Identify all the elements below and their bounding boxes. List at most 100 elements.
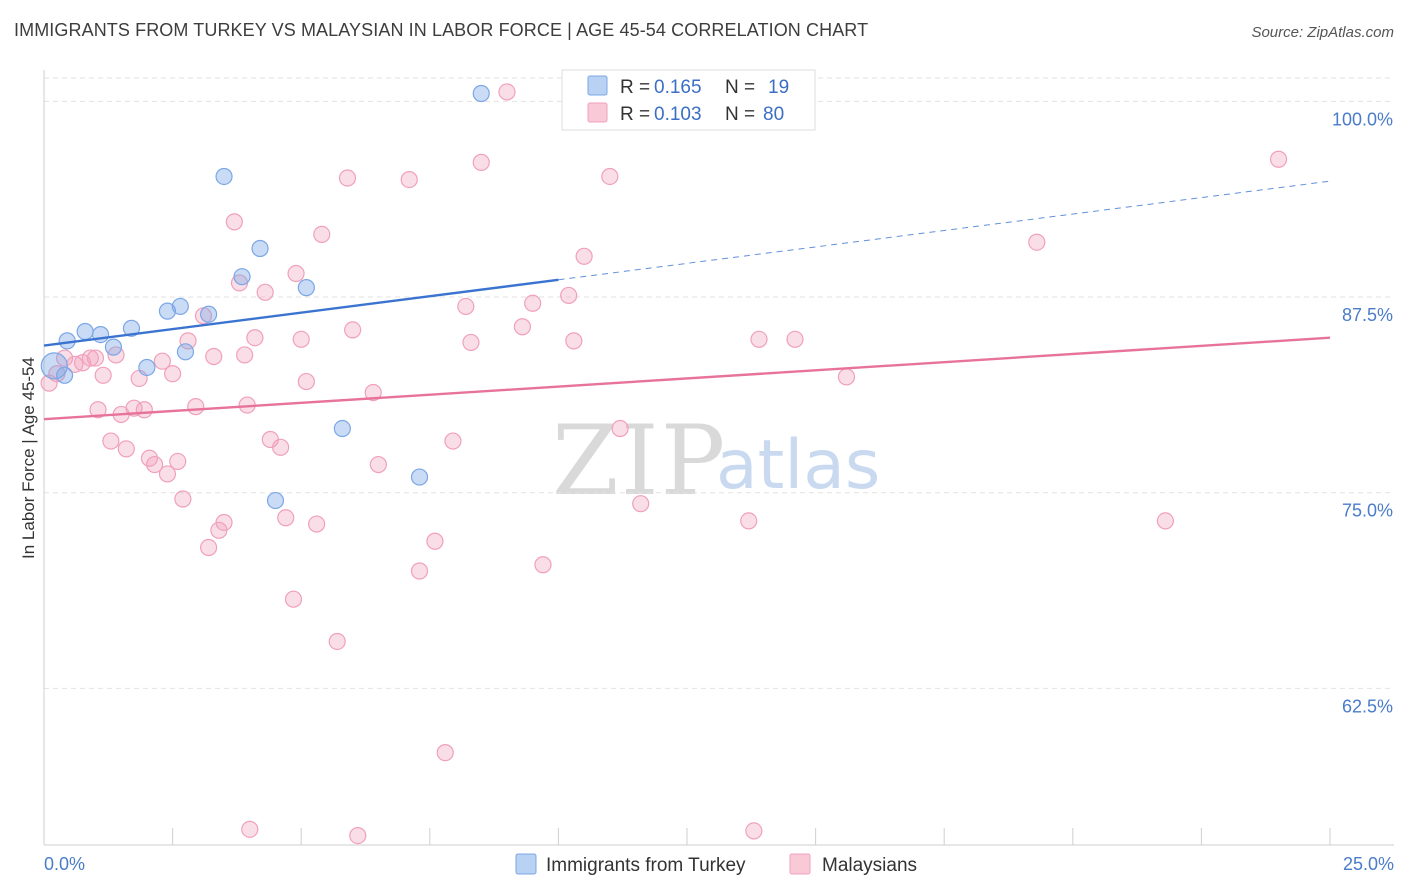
malaysian-point: [256, 283, 274, 301]
stats-n-value-malaysian: 80: [763, 104, 784, 125]
stats-r-value-turkey: 0.165: [654, 77, 702, 98]
malaysian-point: [364, 383, 382, 402]
legend-label-malaysian: Malaysians: [822, 855, 917, 876]
malaysian-point: [236, 346, 254, 364]
bottom-legend: Immigrants from Turkey Malaysians: [515, 853, 917, 876]
malaysian-point: [328, 632, 346, 651]
turkey-point: [200, 305, 218, 323]
malaysian-point: [308, 515, 326, 533]
malaysian-point: [410, 562, 429, 580]
malaysian-point: [740, 512, 758, 530]
malaysian-point: [205, 347, 223, 366]
source-label: Source: ZipAtlas.com: [1251, 24, 1394, 41]
malaysian-point: [632, 495, 650, 513]
legend-swatch-malaysian: [789, 853, 811, 875]
malaysian-point: [472, 153, 490, 171]
turkey-point: [76, 322, 94, 341]
x-axis-ticks: [43, 828, 1331, 845]
malaysian-point: [786, 330, 804, 348]
malaysian-point: [158, 465, 177, 483]
malaysian-point: [426, 532, 444, 550]
gridlines: [44, 77, 1394, 689]
turkey-point: [104, 338, 123, 356]
turkey-points: [40, 84, 490, 510]
malaysian-point: [338, 169, 357, 187]
malaysian-point: [297, 372, 315, 391]
malaysian-point: [241, 820, 259, 838]
malaysian-point: [513, 318, 531, 336]
malaysian-point: [94, 366, 112, 384]
stats-legend: R = 0.165 N = 19 R = 0.103 N = 80: [561, 69, 816, 131]
malaysian-point: [179, 332, 197, 350]
legend-label-turkey: Immigrants from Turkey: [546, 855, 746, 876]
malaysian-point: [369, 455, 387, 474]
y-tick-label: 75.0%: [1342, 501, 1393, 521]
y-tick-label: 87.5%: [1342, 305, 1393, 325]
turkey-point: [122, 319, 141, 337]
malaysian-point: [524, 294, 542, 312]
malaysian-point: [164, 365, 182, 383]
malaysian-point: [174, 490, 192, 508]
malaysian-point: [462, 333, 480, 352]
malaysian-point: [534, 556, 552, 574]
malaysians-points: [40, 83, 1288, 845]
chart-title: IMMIGRANTS FROM TURKEY VS MALAYSIAN IN L…: [14, 20, 869, 40]
malaysian-point: [745, 822, 763, 840]
malaysian-point: [89, 401, 107, 419]
stats-r-value-malaysian: 0.103: [654, 104, 702, 125]
malaysian-point: [135, 401, 153, 419]
trend-lines: [43, 180, 1331, 421]
malaysian-point: [1156, 512, 1174, 530]
malaysian-point: [457, 297, 475, 316]
watermark-zip: ZIP: [552, 405, 727, 517]
turkey-point: [233, 268, 251, 286]
malaysian-point: [1028, 233, 1046, 251]
malaysian-point: [187, 398, 205, 416]
malaysian-point: [837, 368, 856, 386]
x-tick-label-max: 25.0%: [1343, 854, 1394, 874]
malaysian-point: [601, 167, 619, 186]
malaysian-point: [498, 83, 516, 101]
stats-n-value-turkey: 19: [768, 77, 789, 98]
malaysian-point: [225, 213, 243, 231]
stats-n-label-malaysian: N =: [725, 104, 755, 125]
malaysian-point: [560, 286, 578, 305]
turkey-point: [297, 279, 315, 297]
malaysian-point: [287, 264, 305, 283]
malaysian-point: [349, 827, 367, 845]
y-tick-label: 100.0%: [1332, 109, 1393, 129]
malaysian-point: [246, 329, 264, 347]
malaysian-trend-line: [43, 336, 1331, 421]
malaysian-point: [200, 538, 218, 557]
turkey-point: [215, 167, 233, 186]
malaysian-point: [153, 352, 171, 370]
turkey-point: [251, 239, 269, 258]
malaysian-point: [444, 432, 462, 450]
malaysian-point: [1269, 150, 1288, 168]
legend-swatch-turkey: [515, 853, 537, 875]
malaysian-point: [86, 349, 105, 367]
malaysian-point: [400, 170, 418, 189]
turkey-point: [266, 491, 285, 510]
turkey-point: [410, 468, 429, 486]
malaysian-point: [102, 432, 120, 450]
turkey-point: [138, 358, 156, 377]
malaysian-point: [117, 440, 135, 458]
malaysian-point: [284, 590, 303, 608]
turkey-point: [171, 297, 189, 316]
stats-swatch-malaysian: [587, 102, 608, 123]
stats-n-label-turkey: N =: [725, 77, 755, 98]
malaysian-point: [344, 321, 362, 339]
turkey-point: [176, 343, 195, 361]
malaysian-point: [81, 349, 99, 367]
turkey-trend-line: [43, 278, 559, 347]
x-tick-label-min: 0.0%: [44, 854, 85, 874]
turkey-point: [55, 366, 74, 384]
malaysian-point: [169, 452, 187, 471]
turkey-trend-extension: [558, 180, 1331, 281]
stats-swatch-turkey: [587, 75, 608, 96]
watermark-atlas: atlas: [716, 426, 880, 505]
malaysian-point: [272, 438, 290, 456]
malaysian-point: [292, 330, 310, 348]
